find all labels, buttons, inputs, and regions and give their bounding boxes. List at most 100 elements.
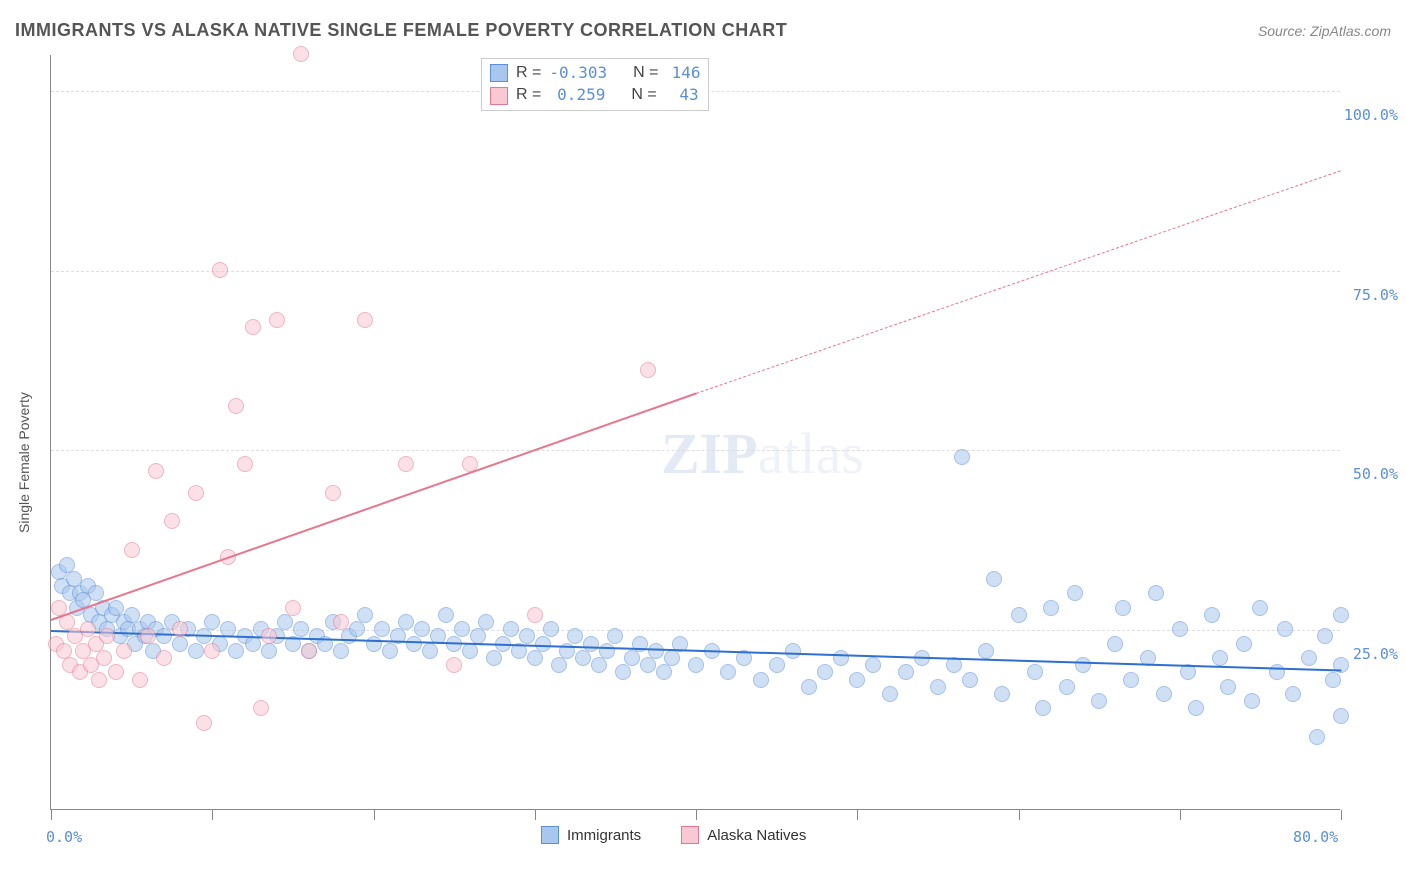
data-point — [1333, 607, 1349, 623]
data-point — [196, 715, 212, 731]
data-point — [1107, 636, 1123, 652]
data-point — [624, 650, 640, 666]
data-point — [188, 485, 204, 501]
data-point — [1011, 607, 1027, 623]
data-point — [374, 621, 390, 637]
x-tick-mark — [51, 810, 52, 820]
data-point — [462, 643, 478, 659]
data-point — [1317, 628, 1333, 644]
data-point — [527, 607, 543, 623]
data-point — [108, 664, 124, 680]
x-tick-label: 80.0% — [1293, 828, 1338, 846]
data-point — [446, 657, 462, 673]
data-point — [301, 643, 317, 659]
legend-r-value: -0.303 — [549, 62, 607, 84]
data-point — [156, 650, 172, 666]
data-point — [414, 621, 430, 637]
data-point — [285, 600, 301, 616]
data-point — [648, 643, 664, 659]
data-point — [1156, 686, 1172, 702]
data-point — [833, 650, 849, 666]
data-point — [140, 628, 156, 644]
data-point — [228, 643, 244, 659]
data-point — [164, 513, 180, 529]
data-point — [519, 628, 535, 644]
x-tick-mark — [1019, 810, 1020, 820]
x-tick-mark — [1180, 810, 1181, 820]
data-point — [1212, 650, 1228, 666]
x-tick-label: 0.0% — [46, 828, 82, 846]
trend-line — [51, 393, 697, 621]
correlation-legend: R =-0.303N =146R =0.259N =43 — [481, 58, 709, 111]
data-point — [994, 686, 1010, 702]
watermark: ZIPatlas — [661, 420, 864, 487]
data-point — [438, 607, 454, 623]
data-point — [688, 657, 704, 673]
legend-label: Alaska Natives — [707, 827, 806, 844]
x-tick-mark — [374, 810, 375, 820]
data-point — [172, 621, 188, 637]
data-point — [720, 664, 736, 680]
data-point — [954, 449, 970, 465]
data-point — [333, 614, 349, 630]
x-tick-mark — [857, 810, 858, 820]
data-point — [1043, 600, 1059, 616]
data-point — [124, 542, 140, 558]
data-point — [277, 614, 293, 630]
y-tick-label: 75.0% — [1353, 286, 1398, 304]
data-point — [478, 614, 494, 630]
data-point — [269, 312, 285, 328]
data-point — [535, 636, 551, 652]
data-point — [204, 643, 220, 659]
data-point — [237, 456, 253, 472]
legend-swatch — [490, 87, 508, 105]
data-point — [930, 679, 946, 695]
data-point — [801, 679, 817, 695]
data-point — [817, 664, 833, 680]
data-point — [986, 571, 1002, 587]
data-point — [769, 657, 785, 673]
data-point — [785, 643, 801, 659]
data-point — [962, 672, 978, 688]
chart-area: Single Female Poverty ZIPatlas 25.0%50.0… — [50, 55, 1390, 840]
chart-title: IMMIGRANTS VS ALASKA NATIVE SINGLE FEMAL… — [15, 20, 787, 41]
data-point — [656, 664, 672, 680]
data-point — [212, 262, 228, 278]
data-point — [849, 672, 865, 688]
data-point — [357, 312, 373, 328]
data-point — [99, 628, 115, 644]
legend-n-label: N = — [633, 62, 658, 84]
legend-r-label: R = — [516, 62, 541, 84]
data-point — [261, 643, 277, 659]
data-point — [1067, 585, 1083, 601]
data-point — [422, 643, 438, 659]
data-point — [116, 643, 132, 659]
data-point — [1301, 650, 1317, 666]
legend-swatch — [490, 64, 508, 82]
data-point — [172, 636, 188, 652]
data-point — [543, 621, 559, 637]
legend-n-value: 43 — [665, 84, 699, 106]
data-point — [1035, 700, 1051, 716]
data-point — [615, 664, 631, 680]
data-point — [978, 643, 994, 659]
data-point — [640, 657, 656, 673]
data-point — [591, 657, 607, 673]
data-point — [454, 621, 470, 637]
data-point — [204, 614, 220, 630]
data-point — [1027, 664, 1043, 680]
x-tick-mark — [696, 810, 697, 820]
data-point — [398, 456, 414, 472]
data-point — [865, 657, 881, 673]
data-point — [1309, 729, 1325, 745]
data-point — [188, 643, 204, 659]
data-point — [1172, 621, 1188, 637]
data-point — [382, 643, 398, 659]
data-point — [1285, 686, 1301, 702]
data-point — [132, 672, 148, 688]
data-point — [1236, 636, 1252, 652]
legend-item: Immigrants — [541, 826, 641, 844]
y-tick-label: 25.0% — [1353, 645, 1398, 663]
data-point — [293, 46, 309, 62]
x-tick-mark — [212, 810, 213, 820]
